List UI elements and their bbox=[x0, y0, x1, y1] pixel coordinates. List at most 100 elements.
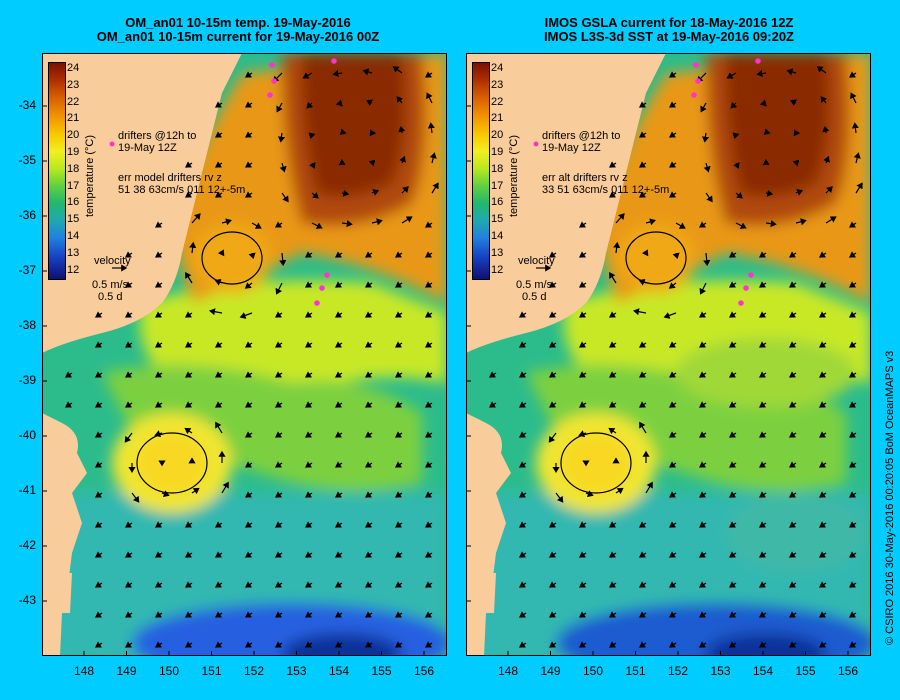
eddy-streamline bbox=[136, 432, 208, 494]
velocity-arrow bbox=[851, 122, 859, 134]
velocity-arrow bbox=[215, 421, 223, 434]
velocity-arrow bbox=[669, 641, 677, 648]
velocity-arrow bbox=[395, 521, 403, 528]
velocity-arrow bbox=[221, 481, 229, 494]
velocity-arrow bbox=[729, 251, 737, 258]
drifter-tracks bbox=[691, 58, 761, 306]
velocity-arrow bbox=[275, 551, 283, 558]
latitude-label: -36 bbox=[18, 208, 36, 222]
velocity-arrow bbox=[341, 189, 350, 197]
velocity-arrow bbox=[759, 611, 767, 618]
velocity-arrow bbox=[735, 222, 747, 229]
velocity-arrow bbox=[305, 401, 313, 408]
velocity-arrow bbox=[789, 581, 797, 588]
velocity-arrow bbox=[425, 461, 433, 468]
landmass-north bbox=[466, 53, 666, 353]
velocity-arrow bbox=[789, 251, 797, 258]
velocity-arrow bbox=[733, 161, 740, 169]
velocity-arrow bbox=[729, 521, 737, 528]
velocity-arrow bbox=[669, 371, 677, 378]
credit-text: © CSIRO 2016 30-May-2016 00:20:05 BoM Oc… bbox=[884, 350, 896, 645]
drifters-line-1: drifters @12h to bbox=[542, 130, 621, 142]
velocity-arrow bbox=[675, 222, 686, 229]
velocity-arrow bbox=[633, 308, 647, 316]
velocity-arrow bbox=[365, 461, 373, 468]
velocity-arrow bbox=[362, 68, 373, 76]
velocity-arrow bbox=[579, 521, 587, 528]
longitude-label: 156 bbox=[413, 664, 435, 678]
velocity-time: 0.5 d bbox=[522, 291, 547, 303]
velocity-arrow bbox=[184, 427, 193, 435]
latitude-label: -35 bbox=[18, 153, 36, 167]
velocity-arrow bbox=[125, 251, 133, 258]
velocity-arrow bbox=[365, 611, 373, 618]
velocity-arrow bbox=[245, 131, 253, 138]
velocity-arrow bbox=[849, 611, 857, 618]
velocity-arrow bbox=[305, 371, 313, 378]
velocity-arrow bbox=[579, 251, 587, 258]
velocity-arrow bbox=[668, 282, 677, 289]
velocity-arrow bbox=[669, 581, 677, 588]
velocity-arrow bbox=[765, 220, 777, 228]
velocity-arrow bbox=[849, 371, 857, 378]
velocity-arrow bbox=[615, 487, 624, 495]
velocity-arrow bbox=[365, 641, 373, 648]
velocity-arrow bbox=[155, 641, 163, 648]
velocity-arrow bbox=[275, 611, 283, 618]
drifter-marker bbox=[755, 58, 761, 64]
velocity-arrow bbox=[185, 191, 193, 198]
velocity-arrow bbox=[729, 311, 737, 318]
velocity-arrow bbox=[823, 155, 830, 164]
velocity-arrow bbox=[275, 401, 283, 408]
velocity-arrow bbox=[729, 641, 737, 648]
velocity-arrow bbox=[365, 401, 373, 408]
velocity-arrow bbox=[519, 581, 527, 588]
velocity-arrow bbox=[795, 189, 804, 196]
velocity-arrow bbox=[849, 461, 857, 468]
velocity-arrow bbox=[95, 581, 103, 588]
velocity-arrow bbox=[305, 431, 313, 438]
velocity-arrow bbox=[819, 371, 827, 378]
velocity-arrow bbox=[639, 161, 647, 168]
velocity-arrow bbox=[395, 581, 403, 588]
colorbar-tick-label: 23 bbox=[67, 78, 80, 91]
velocity-arrow bbox=[615, 213, 625, 224]
velocity-arrow bbox=[759, 521, 767, 528]
velocity-arrow bbox=[275, 341, 283, 348]
velocity-arrow bbox=[275, 371, 283, 378]
velocity-arrow bbox=[699, 611, 707, 618]
velocity-arrow bbox=[125, 521, 133, 528]
latitude-label: -40 bbox=[18, 428, 36, 442]
velocity-arrow bbox=[609, 191, 617, 198]
velocity-arrow bbox=[215, 101, 223, 108]
velocity-arrow bbox=[822, 125, 830, 134]
colorbar-tick-label: 13 bbox=[491, 246, 504, 259]
velocity-arrow bbox=[305, 641, 313, 648]
longitude-label: 152 bbox=[243, 664, 265, 678]
velocity-arrow bbox=[819, 551, 827, 558]
velocity-arrow bbox=[395, 281, 403, 288]
velocity-arrow bbox=[305, 311, 313, 318]
velocity-arrow bbox=[519, 431, 527, 438]
velocity-arrow bbox=[729, 281, 737, 288]
velocity-arrow bbox=[95, 611, 103, 618]
velocity-arrow bbox=[579, 311, 587, 318]
velocity-arrow bbox=[789, 431, 797, 438]
velocity-arrow bbox=[825, 216, 837, 224]
colorbar-tick-label: 17 bbox=[67, 179, 80, 192]
velocity-arrow bbox=[368, 159, 376, 167]
velocity-arrow bbox=[789, 491, 797, 498]
velocity-arrow bbox=[700, 102, 707, 113]
velocity-arrow bbox=[305, 491, 313, 498]
velocity-arrow bbox=[335, 401, 343, 408]
latitude-label: -37 bbox=[18, 263, 36, 277]
drifters-line-2: 19-May 12Z bbox=[118, 142, 177, 154]
velocity-arrow bbox=[762, 158, 770, 166]
velocity-arrow bbox=[365, 251, 373, 258]
velocity-arrow bbox=[669, 611, 677, 618]
velocity-arrow bbox=[425, 491, 433, 498]
velocity-arrow bbox=[399, 155, 406, 164]
colorbar-tick-label: 22 bbox=[67, 95, 80, 108]
velocity-arrow bbox=[189, 241, 197, 254]
velocity-arrow bbox=[335, 431, 343, 438]
